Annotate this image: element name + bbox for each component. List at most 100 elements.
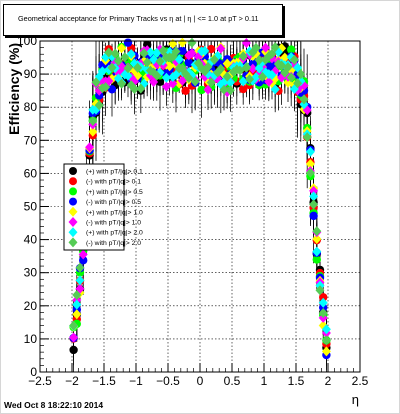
- data-point: [219, 84, 229, 95]
- y-tick-label: 100: [17, 34, 37, 48]
- data-point: [123, 63, 133, 74]
- data-point: [277, 60, 287, 71]
- legend-marker: [69, 197, 77, 206]
- data-point: [289, 54, 299, 65]
- data-point: [321, 346, 331, 357]
- legend-label: (+) with pT/|q|> 0.1: [86, 169, 143, 176]
- legend-label: (+) with pT/|q|> 2.0: [86, 230, 143, 237]
- data-point: [305, 158, 315, 169]
- data-point: [155, 77, 165, 86]
- legend-label: (-) with pT/|q|> 0.5: [86, 199, 141, 206]
- data-point: [283, 62, 293, 73]
- legend-marker: [68, 227, 78, 238]
- y-tick-label: 10: [24, 332, 38, 346]
- legend-marker: [69, 167, 77, 175]
- data-point: [257, 71, 267, 82]
- data-point: [207, 44, 216, 54]
- x-tick-label: 0: [197, 374, 204, 388]
- data-point: [321, 324, 331, 335]
- data-point: [241, 37, 251, 48]
- data-point: [270, 42, 280, 53]
- x-tick-label: −1.5: [92, 374, 116, 388]
- x-tick-label: −2.5: [28, 374, 52, 388]
- data-point: [239, 84, 248, 94]
- data-point: [197, 85, 206, 95]
- data-point: [72, 290, 82, 301]
- x-tick-label: −2: [65, 374, 79, 388]
- data-point: [200, 45, 210, 56]
- data-point: [267, 48, 277, 59]
- y-tick-label: 90: [24, 67, 38, 81]
- data-point: [187, 37, 197, 48]
- data-point: [222, 71, 232, 82]
- legend-marker: [68, 217, 78, 227]
- x-tick-label: 1.5: [288, 374, 305, 388]
- data-point: [254, 55, 264, 66]
- data-point: [117, 78, 127, 89]
- data-point: [178, 46, 187, 55]
- data-point: [216, 43, 226, 54]
- data-point: [312, 255, 321, 264]
- data-point: [78, 249, 88, 260]
- data-point: [85, 142, 95, 153]
- data-point: [88, 115, 98, 126]
- data-point: [312, 234, 322, 245]
- data-point: [139, 48, 149, 59]
- data-point: [293, 62, 303, 73]
- data-point: [145, 47, 155, 58]
- data-point: [312, 246, 322, 257]
- y-tick-label: 70: [24, 133, 38, 147]
- data-point: [187, 48, 197, 59]
- x-axis-title: η: [352, 392, 359, 407]
- data-point: [209, 54, 219, 65]
- data-point: [321, 335, 331, 346]
- data-point: [129, 84, 139, 95]
- data-point: [97, 66, 107, 77]
- legend-label: (-) with pT/|q|> 2.0: [86, 240, 141, 247]
- data-point: [117, 43, 127, 54]
- timestamp: Wed Oct 8 18:22:10 2014: [4, 400, 104, 410]
- data-point: [225, 85, 235, 96]
- data-point: [152, 70, 162, 81]
- data-point: [143, 40, 152, 50]
- data-point: [299, 94, 309, 105]
- data-point: [161, 81, 171, 92]
- data-point: [113, 55, 123, 66]
- y-tick-label: 30: [24, 266, 38, 280]
- data-point: [305, 146, 315, 157]
- legend-marker: [68, 237, 78, 248]
- data-point: [104, 47, 114, 58]
- data-point: [171, 46, 181, 57]
- data-point: [216, 63, 226, 74]
- title-box: Geometrical acceptance for Primary Track…: [3, 4, 283, 36]
- legend-label: (-) with pT/|q|> 0.1: [86, 179, 141, 186]
- data-point: [309, 185, 319, 196]
- legend-label: (-) with pT/|q|> 1.0: [86, 220, 141, 227]
- y-tick-label: 0: [30, 365, 37, 379]
- data-point: [309, 199, 319, 210]
- data-point: [168, 78, 178, 89]
- x-tick-label: −1: [129, 374, 143, 388]
- data-point: [206, 77, 216, 88]
- y-axis-title: Efficiency (%): [6, 43, 22, 135]
- data-point: [312, 226, 322, 237]
- data-point: [203, 84, 213, 95]
- x-tick-label: 0.5: [224, 374, 241, 388]
- data-point: [149, 54, 159, 65]
- chart-title: Geometrical acceptance for Primary Track…: [18, 14, 259, 23]
- data-point: [305, 167, 315, 178]
- data-point: [155, 56, 165, 67]
- data-point: [315, 285, 325, 296]
- x-tick-label: 2: [325, 374, 332, 388]
- data-point: [123, 38, 133, 47]
- data-point: [107, 62, 117, 73]
- data-point: [251, 72, 261, 83]
- data-point: [165, 61, 175, 72]
- legend-marker: [69, 177, 77, 186]
- data-point: [318, 308, 328, 319]
- y-tick-label: 20: [24, 299, 38, 313]
- data-point: [79, 256, 88, 265]
- data-point: [161, 72, 171, 83]
- data-point: [267, 70, 277, 81]
